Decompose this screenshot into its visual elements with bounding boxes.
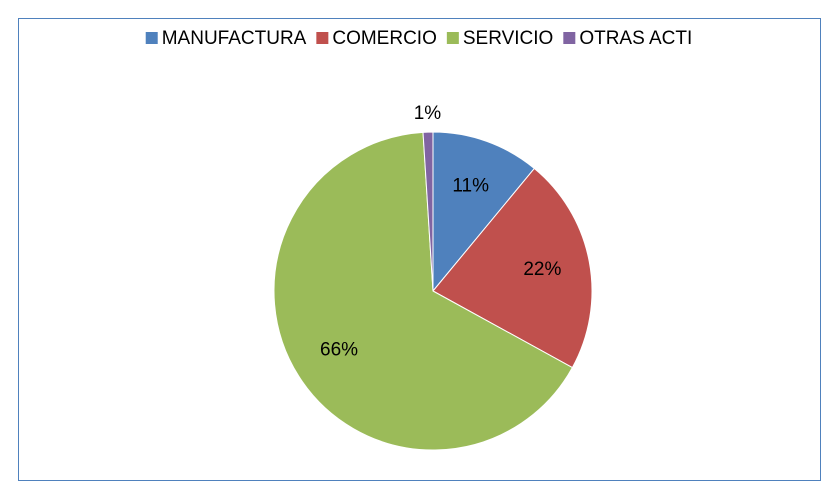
data-label: 1% (414, 103, 442, 124)
legend-label: MANUFACTURA (162, 28, 307, 49)
legend-swatch (563, 32, 576, 44)
data-label: 66% (320, 340, 358, 361)
data-label: 11% (452, 175, 489, 196)
legend-swatch (446, 32, 459, 44)
legend-label: OTRAS ACTI (579, 28, 692, 49)
pie-slice (422, 131, 434, 292)
pie-slice (432, 131, 536, 293)
legend-label: SERVICIO (463, 28, 553, 49)
legend-swatch (316, 32, 329, 44)
data-label: 22% (523, 259, 561, 280)
legend-label: COMERCIO (332, 28, 437, 49)
pie-slice (273, 131, 574, 451)
legend: MANUFACTURA COMERCIO SERVICIO OTRAS ACTI (145, 28, 692, 49)
pie-slice (432, 167, 593, 369)
legend-swatch (145, 32, 158, 44)
